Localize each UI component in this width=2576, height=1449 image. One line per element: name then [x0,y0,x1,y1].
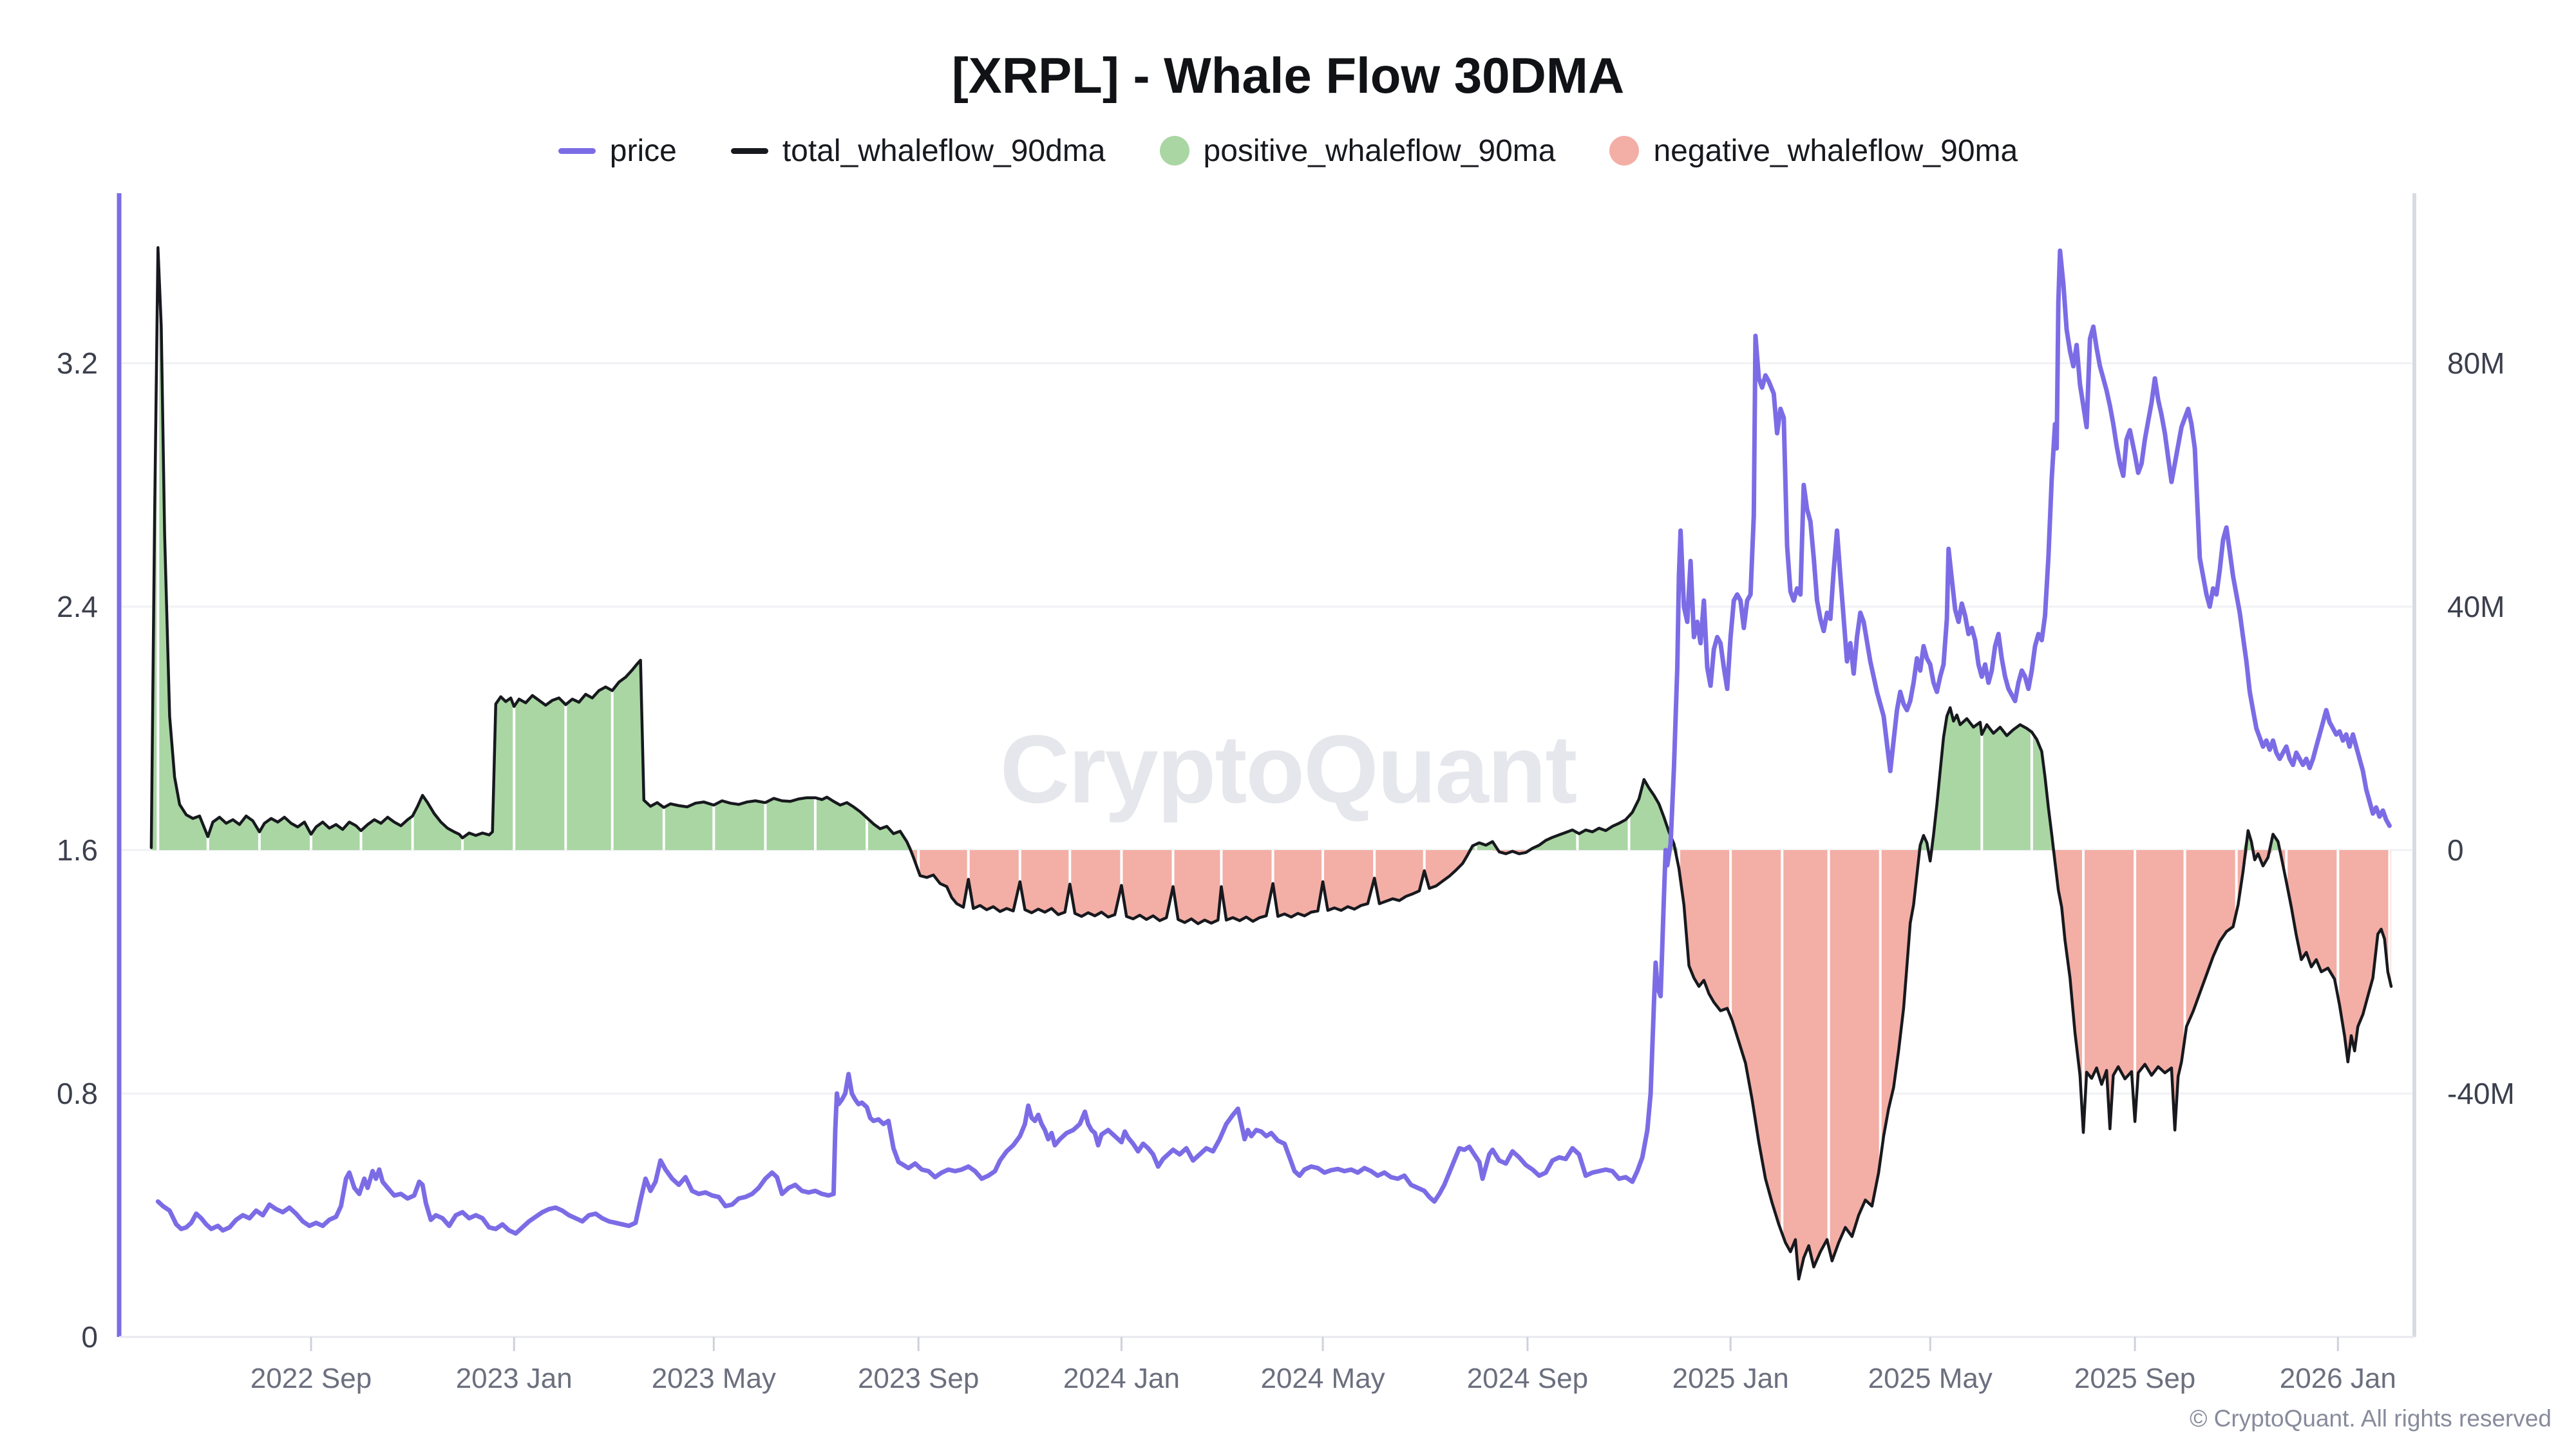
legend-label: total_whaleflow_90dma [782,133,1106,168]
price-line [155,248,2392,1236]
x-axis-tick-label: 2025 Jan [1672,1363,1789,1394]
legend-item-price[interactable]: price [558,133,677,169]
legend-swatch-price [558,147,596,154]
watermark: CryptoQuant [999,715,1578,823]
legend-label: positive_whaleflow_90ma [1203,133,1556,168]
negative-whaleflow-area [151,850,2392,1280]
copyright-notice: © CryptoQuant. All rights reserved [2190,1405,2552,1432]
month-gridlines [156,247,2391,1280]
legend-item-positive-whaleflow[interactable]: positive_whaleflow_90ma [1159,133,1556,169]
x-axis-tick-label: 2025 May [1868,1363,1993,1394]
legend-item-negative-whaleflow[interactable]: negative_whaleflow_90ma [1609,133,2018,169]
x-axis-tick-label: 2024 Jan [1063,1363,1180,1394]
chart-title: [XRPL] - Whale Flow 30DMA [951,47,1625,104]
x-axis-tick-label: 2023 Jan [456,1363,573,1394]
legend-label: price [609,133,677,168]
total-whaleflow-line [149,246,2393,1281]
positive-whaleflow-area [151,247,2392,850]
x-axis-tick-label: 2023 Sep [858,1363,979,1394]
x-axis-tick-label: 2022 Sep [251,1363,372,1394]
left-axis-tick-label: 0 [81,1320,98,1354]
right-axis-tick-label: 80M [2447,346,2505,380]
left-axis-tick-label: 3.2 [57,346,98,380]
legend-label: negative_whaleflow_90ma [1653,133,2018,168]
x-axis-tick-label: 2024 May [1260,1363,1385,1394]
legend: price total_whaleflow_90dma positive_whale… [0,131,2576,170]
right-axis-tick-label: 40M [2447,590,2505,623]
left-axis-tick-label: 1.6 [57,833,98,867]
legend-swatch-total-whaleflow [730,147,768,154]
left-axis-tick-label: 2.4 [57,590,98,623]
x-axis-tick-label: 2024 Sep [1467,1363,1588,1394]
x-axis-tick-label: 2023 May [652,1363,776,1394]
left-axis-tick-label: 0.8 [57,1077,98,1110]
legend-item-total-whaleflow[interactable]: total_whaleflow_90dma [730,133,1106,169]
legend-swatch-positive-whaleflow [1159,136,1189,166]
x-axis-tick-label: 2025 Sep [2074,1363,2195,1394]
x-axis-tick-label: 2026 Jan [2280,1363,2396,1394]
right-axis-tick-label: -40M [2447,1077,2515,1110]
legend-swatch-negative-whaleflow [1609,136,1640,166]
right-axis-tick-label: 0 [2447,833,2464,867]
